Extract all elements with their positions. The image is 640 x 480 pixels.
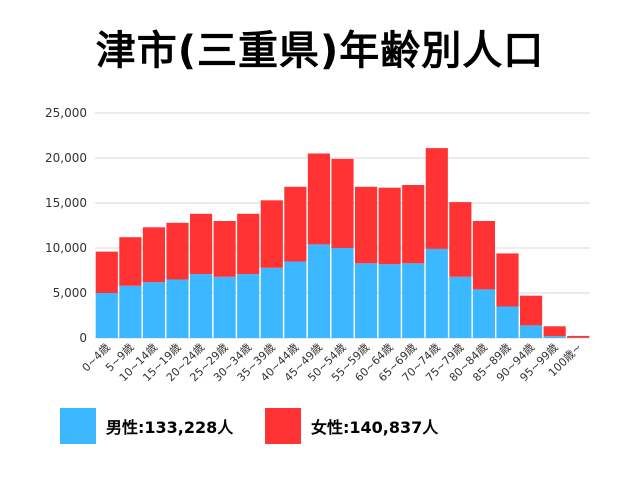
y-tick-label: 10,000 xyxy=(45,241,87,255)
bar-female xyxy=(95,251,118,293)
bar-female xyxy=(331,158,354,248)
y-axis-ticks: 0 5,000 10,000 15,000 20,000 25,000 xyxy=(45,106,87,345)
bar-male xyxy=(331,248,354,338)
bar-female xyxy=(378,187,401,265)
legend-male-swatch xyxy=(60,408,96,444)
population-bar-chart: 0 5,000 10,000 15,000 20,000 25,000 0~4歳5~9歳1… xyxy=(45,106,590,384)
bar-male xyxy=(142,282,166,338)
bar-male xyxy=(260,267,283,338)
bar-female xyxy=(543,326,566,337)
y-tick-label: 5,000 xyxy=(53,286,87,300)
bar-male xyxy=(95,293,118,338)
bar-male xyxy=(237,274,260,338)
legend-female-swatch xyxy=(265,408,301,444)
bar-female xyxy=(402,185,425,264)
bar-male xyxy=(543,336,566,338)
bar-female xyxy=(425,148,448,249)
legend-male-label: 男性:133,228人 xyxy=(106,418,234,437)
bar-male xyxy=(425,248,448,338)
bar-female xyxy=(354,186,378,264)
bar-female xyxy=(472,221,496,290)
bar-female xyxy=(567,335,590,338)
y-tick-label: 20,000 xyxy=(45,151,87,165)
bar-male xyxy=(378,264,401,338)
bar-female xyxy=(189,213,213,275)
bar-male xyxy=(166,279,189,338)
bar-female xyxy=(307,153,331,245)
chart-title: 津市(三重県)年齢別人口 xyxy=(95,28,545,74)
bar-female xyxy=(284,186,307,262)
bar-male xyxy=(496,306,519,338)
bar-male xyxy=(284,261,307,338)
bar-female xyxy=(119,237,142,286)
bar-male xyxy=(213,276,236,338)
y-tick-label: 15,000 xyxy=(45,196,87,210)
y-tick-label: 25,000 xyxy=(45,106,87,120)
y-tick-label: 0 xyxy=(79,331,87,345)
bar-male xyxy=(472,289,496,338)
bar-male xyxy=(119,285,142,338)
legend-female-label: 女性:140,837人 xyxy=(311,418,439,437)
bar-female xyxy=(213,221,236,277)
bars xyxy=(95,148,590,338)
legend-male: 男性:133,228人 xyxy=(60,408,233,444)
bar-male xyxy=(519,325,543,338)
bar-female xyxy=(449,202,472,277)
x-axis-ticks: 0~4歳5~9歳10~14歳15~19歳20~24歳25~29歳30~34歳35… xyxy=(80,341,585,384)
bar-female xyxy=(496,253,519,307)
bar-female xyxy=(237,213,260,275)
bar-male xyxy=(354,263,378,338)
bar-female xyxy=(519,295,543,326)
bar-male xyxy=(449,276,472,338)
bar-male xyxy=(402,263,425,338)
bar-female xyxy=(166,222,189,280)
bar-female xyxy=(142,227,166,283)
bar-male xyxy=(189,274,213,338)
legend-female: 女性:140,837人 xyxy=(265,408,438,444)
bar-female xyxy=(260,200,283,268)
bar-male xyxy=(307,244,331,338)
